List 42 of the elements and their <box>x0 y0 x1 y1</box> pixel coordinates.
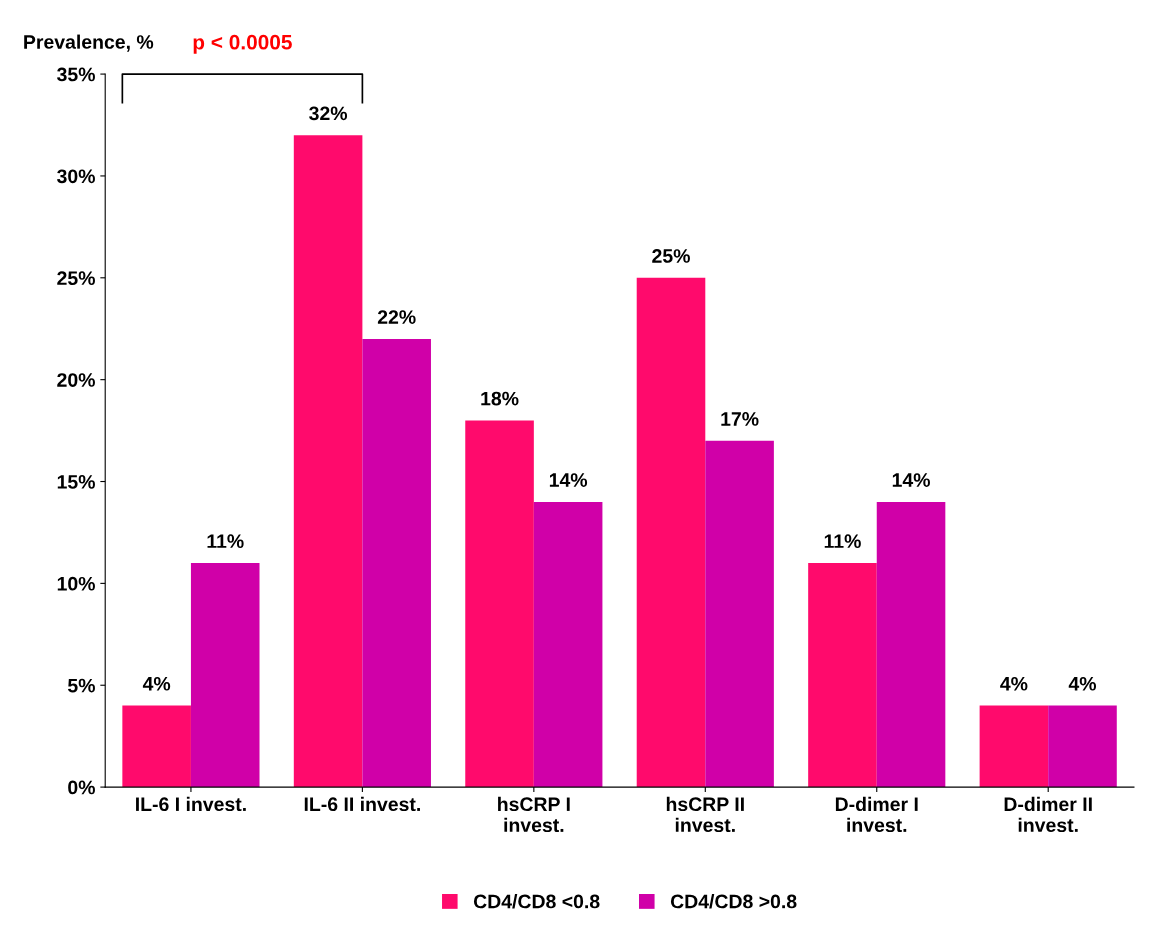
bar <box>122 705 191 788</box>
bar <box>293 135 363 788</box>
x-tick-label: IL-6 I invest. <box>136 796 246 812</box>
data-label: 4% <box>142 676 171 691</box>
data-label: 32% <box>309 106 348 121</box>
y-axis-title: Prevalence, % <box>24 34 154 52</box>
bar <box>533 501 603 788</box>
x-tick-label: IL-6 II invest. <box>304 796 420 812</box>
bar <box>808 563 877 788</box>
y-tick-label: 0% <box>68 780 95 795</box>
bar <box>876 501 946 788</box>
x-tick-label: hsCRP II invest. <box>666 796 744 833</box>
bar <box>465 420 534 788</box>
legend-label: CD4/CD8 >0.8 <box>670 894 797 909</box>
x-tick-label: D-dimer II invest. <box>1004 796 1092 833</box>
data-label: 22% <box>377 310 416 324</box>
data-label: 14% <box>892 473 930 487</box>
y-tick-label: 10% <box>57 576 95 591</box>
x-tick-label: D-dimer I invest. <box>835 796 918 833</box>
bar <box>362 338 431 788</box>
bar <box>190 563 260 788</box>
data-label: 18% <box>481 391 519 406</box>
bar <box>705 440 774 788</box>
data-label: 17% <box>721 412 759 426</box>
data-label: 4% <box>1000 676 1028 691</box>
y-tick-label: 5% <box>67 678 95 693</box>
bar <box>636 277 706 788</box>
data-label: 11% <box>824 534 861 549</box>
bar <box>979 705 1049 788</box>
y-tick-label: 20% <box>57 373 95 387</box>
x-tick-label: hsCRP I invest. <box>498 796 570 833</box>
data-label: 25% <box>652 249 690 263</box>
data-label: 14% <box>549 473 588 487</box>
data-label: 4% <box>1068 676 1097 691</box>
y-tick-label: 15% <box>57 475 95 489</box>
bar <box>1048 705 1117 788</box>
legend-label: CD4/CD8 <0.8 <box>473 894 600 909</box>
text: p < 0.0005 <box>193 34 292 54</box>
y-tick-label: 35% <box>57 67 95 82</box>
data-label: 11% <box>207 534 244 549</box>
y-tick-label: 25% <box>57 271 95 286</box>
y-tick-label: 30% <box>57 169 95 184</box>
